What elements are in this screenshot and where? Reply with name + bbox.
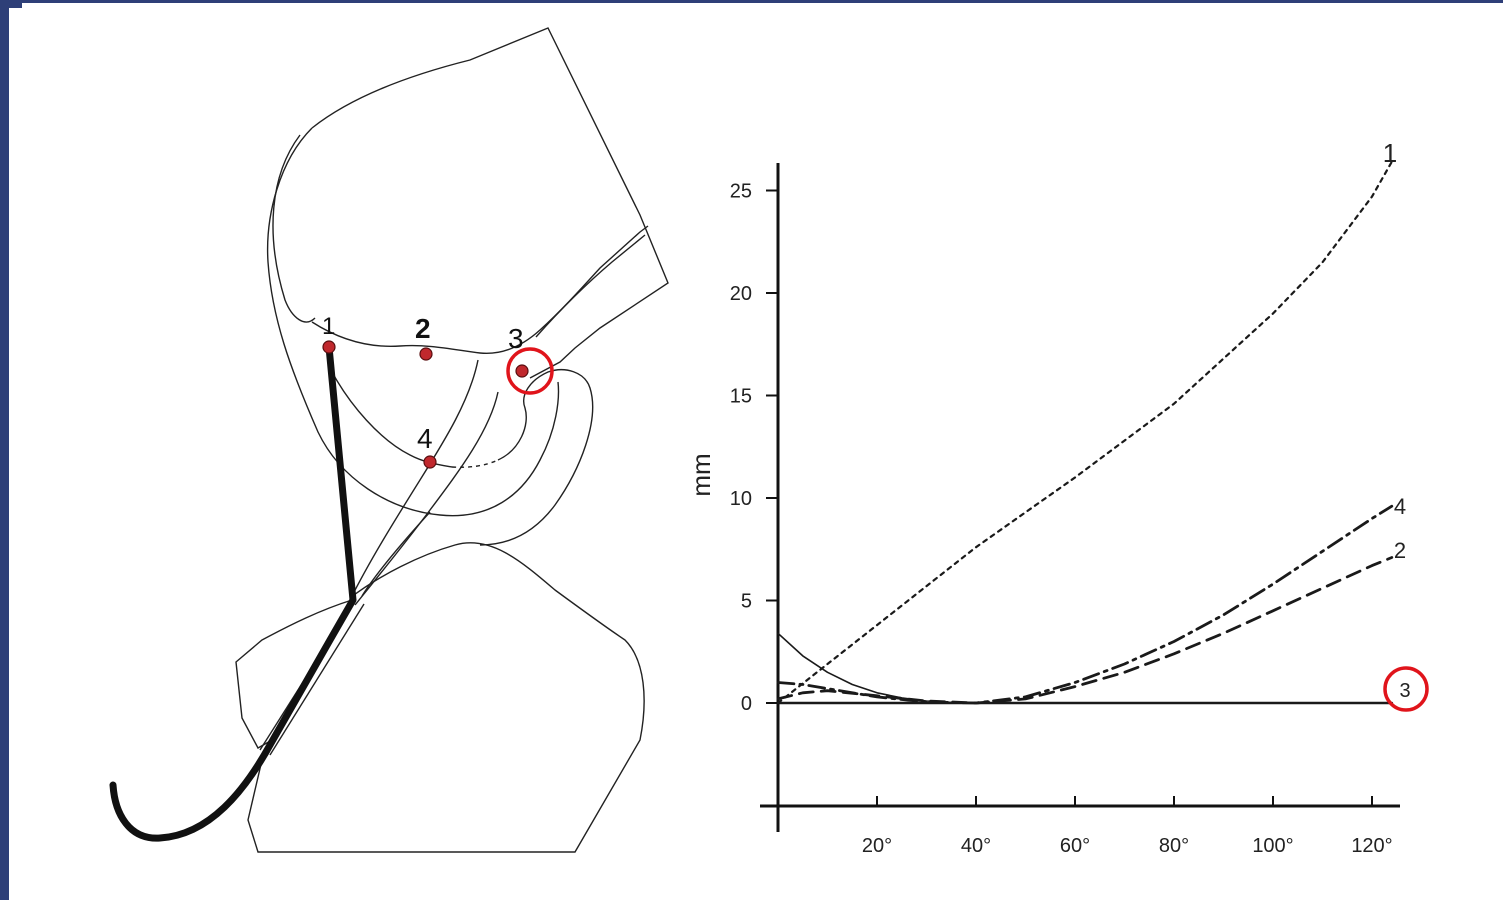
joint-line xyxy=(311,225,649,355)
x-tick-label: 80° xyxy=(1159,835,1189,857)
y-tick-label: 10 xyxy=(730,488,752,510)
x-tick-label: 120° xyxy=(1351,835,1392,857)
point-3: 3 xyxy=(506,323,554,395)
point-1-label: 1 xyxy=(322,313,335,340)
head-contour xyxy=(266,127,560,517)
left-flap xyxy=(235,599,353,749)
series-label-2: 2 xyxy=(1394,538,1406,563)
x-ticks: 20° 40° 60° 80° 100° 120° xyxy=(862,796,1393,857)
series-labels: 1 4 2 3 xyxy=(1383,138,1429,712)
series-line-1 xyxy=(776,160,1393,705)
chart-axes xyxy=(760,163,1400,832)
top-accent-nub xyxy=(9,0,22,8)
x-tick-label: 60° xyxy=(1060,835,1090,857)
series-label-3: 3 xyxy=(1399,680,1410,702)
point-3-label: 3 xyxy=(508,323,524,354)
bone-outlines xyxy=(235,27,669,853)
point-1-dot xyxy=(322,340,336,354)
x-tick-label: 20° xyxy=(862,835,892,857)
y-tick-label: 5 xyxy=(741,591,752,613)
x-tick-label: 100° xyxy=(1252,835,1293,857)
top-accent-line xyxy=(0,0,1503,3)
y-ticks: 0 5 10 15 20 25 xyxy=(730,181,778,715)
series-label-1: 1 xyxy=(1383,138,1397,168)
lower-block xyxy=(247,542,645,853)
y-tick-label: 0 xyxy=(741,693,752,715)
y-tick-label: 25 xyxy=(730,181,752,203)
point-1: 1 xyxy=(322,313,336,354)
x-tick-label: 40° xyxy=(961,835,991,857)
point-4-label: 4 xyxy=(417,423,433,454)
inner-rim xyxy=(272,134,316,323)
point-2-label: 2 xyxy=(415,313,431,344)
series-label-4: 4 xyxy=(1394,494,1406,519)
series-line-4 xyxy=(776,504,1394,705)
point-3-dot xyxy=(515,364,529,378)
bone-outline-upper xyxy=(311,27,669,379)
y-tick-label: 15 xyxy=(730,386,752,408)
shaft-a xyxy=(349,359,479,601)
condyle-curve xyxy=(331,371,453,468)
instrument-rod xyxy=(109,343,357,842)
point-3-highlight-ring xyxy=(506,347,554,395)
series-3-highlight-ring xyxy=(1383,666,1429,712)
left-accent-bar xyxy=(0,0,9,900)
y-tick-label: 20 xyxy=(730,283,752,305)
patella xyxy=(479,369,594,546)
point-4: 4 xyxy=(417,423,437,469)
point-2: 2 xyxy=(415,313,433,361)
chart-series xyxy=(776,160,1394,705)
anatomy-diagram: 1 2 3 4 xyxy=(109,27,669,853)
series-line-2 xyxy=(776,556,1394,705)
series-line-unlabeled xyxy=(777,632,977,704)
point-4-dot xyxy=(423,455,437,469)
point-2-dot xyxy=(419,347,433,361)
